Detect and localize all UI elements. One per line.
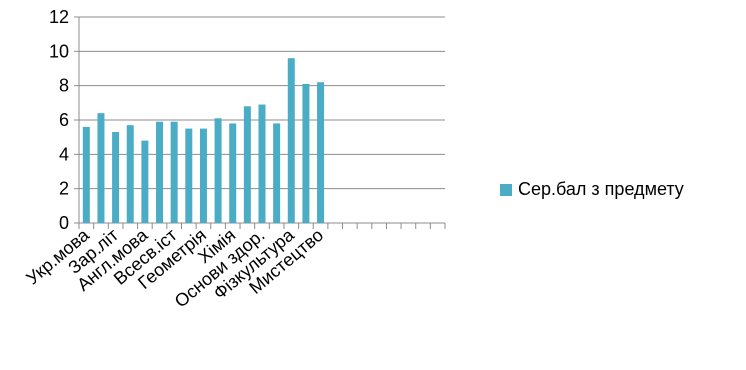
bar [258, 104, 266, 223]
y-tick-label: 2 [59, 179, 69, 199]
bar [82, 126, 90, 223]
bar [243, 106, 251, 223]
bar [302, 83, 310, 223]
bars [82, 58, 325, 224]
bar [214, 118, 222, 223]
y-tick-label: 10 [49, 41, 69, 61]
y-tick-label: 0 [59, 213, 69, 233]
y-tick-label: 4 [59, 144, 69, 164]
y-tick-label: 12 [49, 7, 69, 27]
bar [170, 121, 178, 223]
legend: Сер.бал з предмету [500, 179, 684, 200]
legend-label: Сер.бал з предмету [518, 179, 684, 199]
y-tick-labels: 0 2 4 6 8 10 12 [49, 7, 69, 233]
bar [126, 125, 134, 223]
y-tick-label: 8 [59, 76, 69, 96]
bar [185, 128, 193, 223]
y-tick-label: 6 [59, 110, 69, 130]
bar [199, 128, 207, 223]
legend-swatch [500, 183, 512, 196]
bar [156, 121, 164, 223]
x-tick-labels: Укр.моваЗар.літАнгл.моваВсесв.істГеометр… [22, 224, 327, 311]
bar [97, 113, 105, 223]
bar [141, 140, 149, 223]
bar [317, 82, 325, 223]
bar [287, 58, 295, 224]
bar [229, 123, 237, 223]
bar [273, 123, 281, 223]
bar [112, 132, 120, 223]
